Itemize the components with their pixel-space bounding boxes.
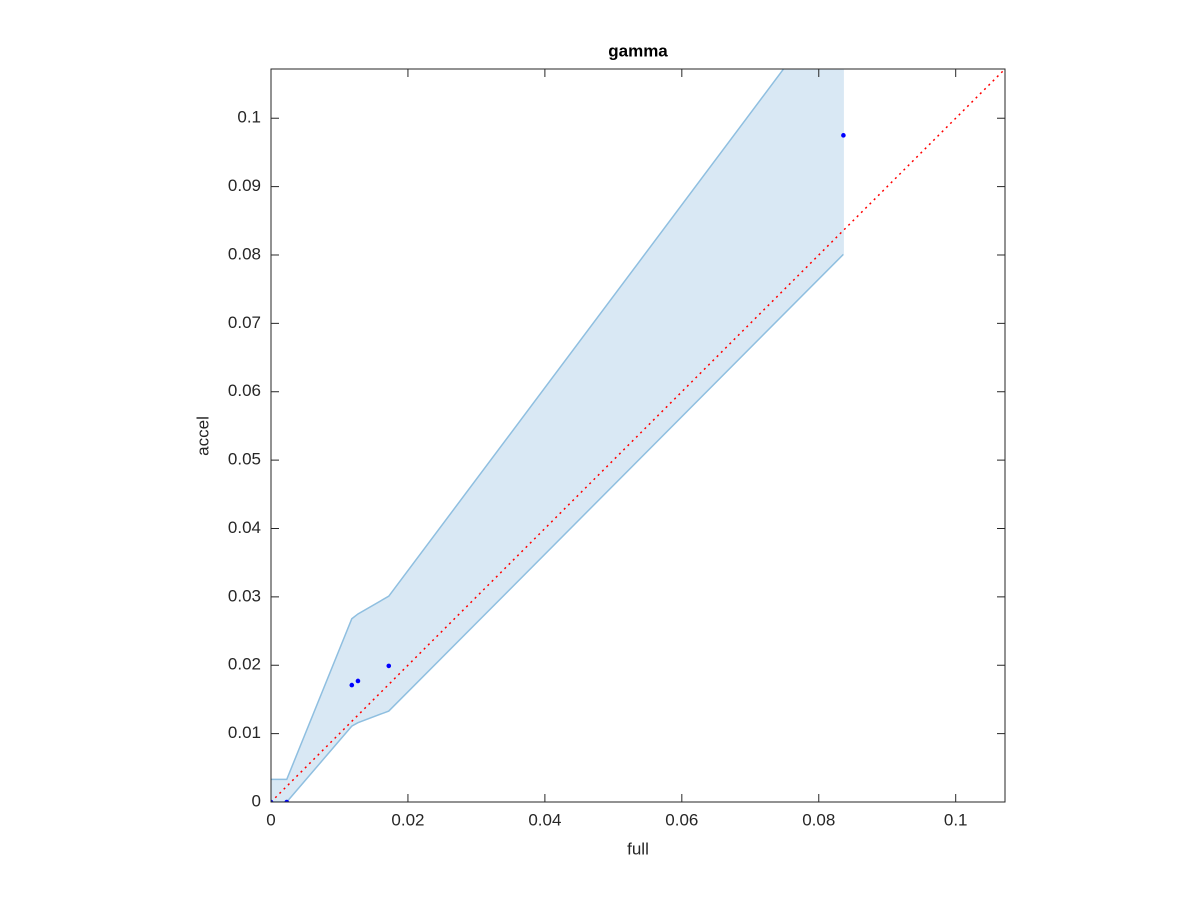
y-tick-label: 0.09 bbox=[228, 176, 261, 195]
chart-title: gamma bbox=[608, 41, 668, 60]
y-tick-label: 0 bbox=[252, 791, 261, 810]
x-axis-label: full bbox=[627, 839, 649, 858]
y-tick-label: 0.04 bbox=[228, 518, 261, 537]
x-tick-label: 0.04 bbox=[528, 810, 561, 829]
point bbox=[355, 678, 361, 684]
plot-area bbox=[271, 69, 1005, 802]
y-tick-label: 0.06 bbox=[228, 381, 261, 400]
y-tick-label: 0.08 bbox=[228, 244, 261, 263]
point bbox=[386, 663, 392, 669]
band-fill bbox=[271, 69, 844, 802]
y-tick-label: 0.07 bbox=[228, 313, 261, 332]
band-lower bbox=[271, 253, 844, 802]
y-tick-label: 0.05 bbox=[228, 450, 261, 469]
y-tick-label: 0.03 bbox=[228, 586, 261, 605]
x-tick-label: 0 bbox=[266, 810, 275, 829]
y-tick-label: 0.02 bbox=[228, 655, 261, 674]
x-tick-label: 0.06 bbox=[665, 810, 698, 829]
point bbox=[841, 133, 846, 138]
x-tick-label: 0.1 bbox=[944, 810, 968, 829]
point bbox=[349, 682, 355, 688]
x-tick-label: 0.08 bbox=[802, 810, 835, 829]
y-tick-label: 0.1 bbox=[237, 108, 261, 127]
x-tick-label: 0.02 bbox=[391, 810, 424, 829]
band-upper bbox=[271, 69, 785, 781]
reference-diagonal bbox=[271, 69, 1005, 802]
point bbox=[271, 799, 274, 802]
point bbox=[284, 799, 290, 802]
axes-box bbox=[270, 68, 1006, 803]
y-axis-label: accel bbox=[193, 416, 212, 456]
y-tick-label: 0.01 bbox=[228, 723, 261, 742]
